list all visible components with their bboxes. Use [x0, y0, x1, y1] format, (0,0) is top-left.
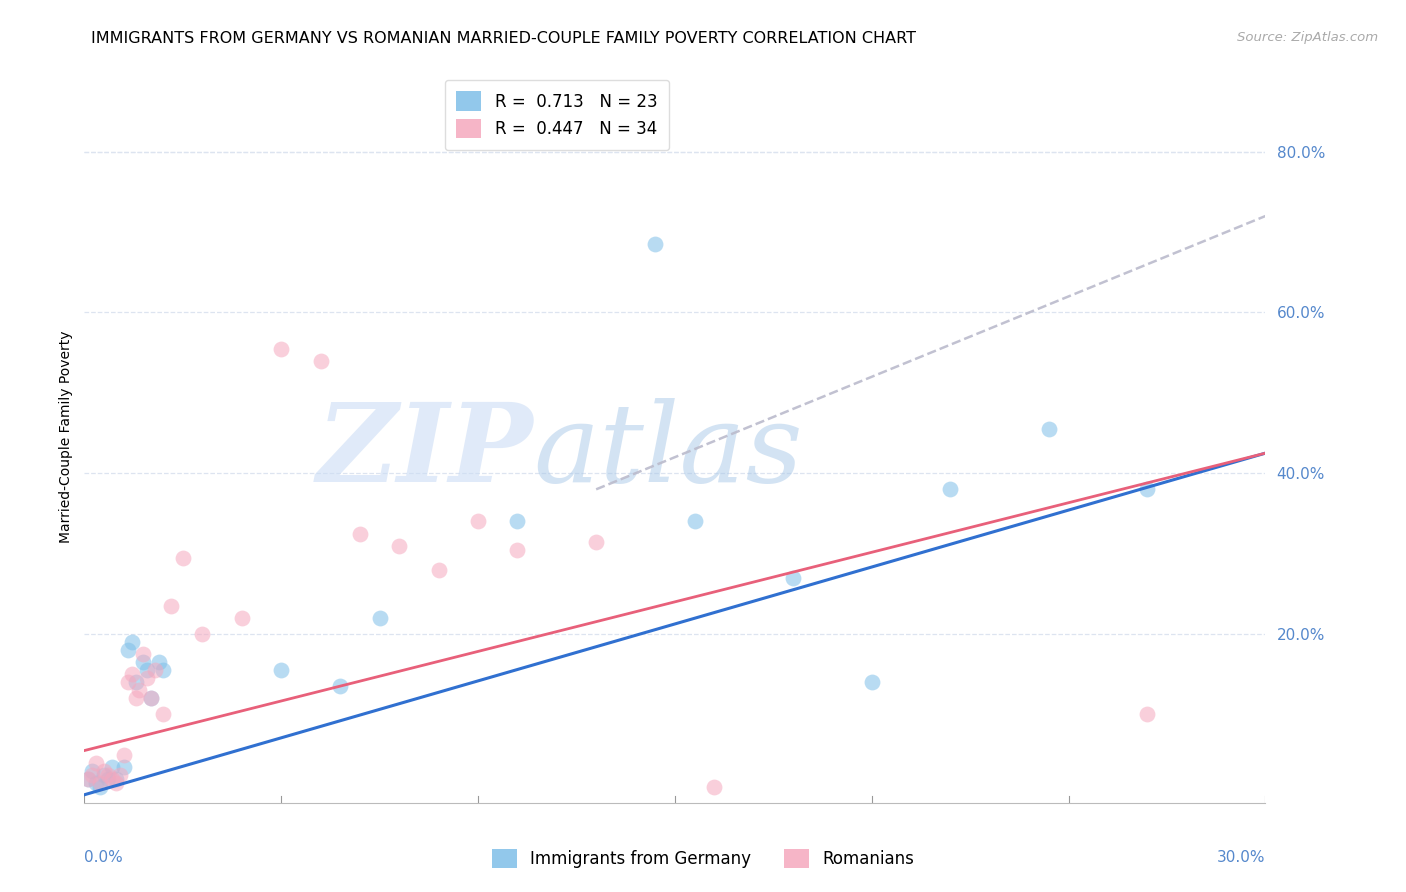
Text: 0.0%: 0.0%: [84, 850, 124, 865]
Point: [101, 759, 124, 773]
Point: [191, 627, 214, 641]
Point: [124, 675, 146, 690]
Point: [112, 759, 135, 773]
Point: [84, 756, 107, 770]
Point: [84, 775, 107, 789]
Point: [683, 515, 706, 529]
Point: [101, 772, 124, 786]
Point: [136, 671, 159, 685]
Point: [97, 767, 120, 781]
Text: ZIP: ZIP: [316, 398, 533, 506]
Point: [89, 775, 111, 789]
Point: [143, 663, 166, 677]
Point: [388, 539, 411, 553]
Text: IMMIGRANTS FROM GERMANY VS ROMANIAN MARRIED-COUPLE FAMILY POVERTY CORRELATION CH: IMMIGRANTS FROM GERMANY VS ROMANIAN MARR…: [91, 31, 917, 46]
Point: [368, 611, 391, 625]
Point: [703, 780, 725, 794]
Point: [270, 342, 292, 356]
Point: [427, 563, 450, 577]
Point: [93, 764, 115, 778]
Point: [349, 526, 371, 541]
Point: [128, 683, 150, 698]
Point: [939, 483, 962, 497]
Point: [89, 780, 111, 794]
Point: [136, 663, 159, 677]
Point: [132, 655, 155, 669]
Point: [309, 353, 332, 368]
Point: [124, 691, 146, 706]
Point: [152, 663, 174, 677]
Point: [1038, 422, 1060, 436]
Text: Source: ZipAtlas.com: Source: ZipAtlas.com: [1237, 31, 1378, 45]
Point: [160, 599, 183, 613]
Point: [329, 679, 352, 693]
Y-axis label: Married-Couple Family Poverty: Married-Couple Family Poverty: [59, 331, 73, 543]
Point: [506, 515, 529, 529]
Point: [77, 772, 100, 786]
Point: [148, 655, 170, 669]
Point: [97, 772, 120, 786]
Point: [782, 571, 804, 585]
Legend: Immigrants from Germany, Romanians: Immigrants from Germany, Romanians: [485, 842, 921, 875]
Point: [82, 764, 104, 778]
Point: [93, 767, 115, 781]
Point: [467, 515, 489, 529]
Text: atlas: atlas: [533, 398, 803, 506]
Point: [112, 747, 135, 762]
Point: [77, 772, 100, 786]
Point: [141, 691, 163, 706]
Legend: R =  0.713   N = 23, R =  0.447   N = 34: R = 0.713 N = 23, R = 0.447 N = 34: [444, 79, 669, 150]
Point: [141, 691, 163, 706]
Point: [117, 643, 139, 657]
Point: [121, 635, 143, 649]
Point: [172, 550, 194, 565]
Point: [1136, 707, 1159, 722]
Point: [82, 767, 104, 781]
Point: [117, 675, 139, 690]
Text: 30.0%: 30.0%: [1218, 850, 1265, 865]
Point: [104, 772, 127, 786]
Point: [1136, 483, 1159, 497]
Point: [152, 707, 174, 722]
Point: [121, 667, 143, 681]
Point: [104, 775, 127, 789]
Point: [860, 675, 883, 690]
Point: [270, 663, 292, 677]
Point: [231, 611, 253, 625]
Point: [506, 542, 529, 557]
Point: [132, 647, 155, 661]
Point: [644, 237, 666, 252]
Point: [108, 767, 131, 781]
Point: [585, 534, 607, 549]
